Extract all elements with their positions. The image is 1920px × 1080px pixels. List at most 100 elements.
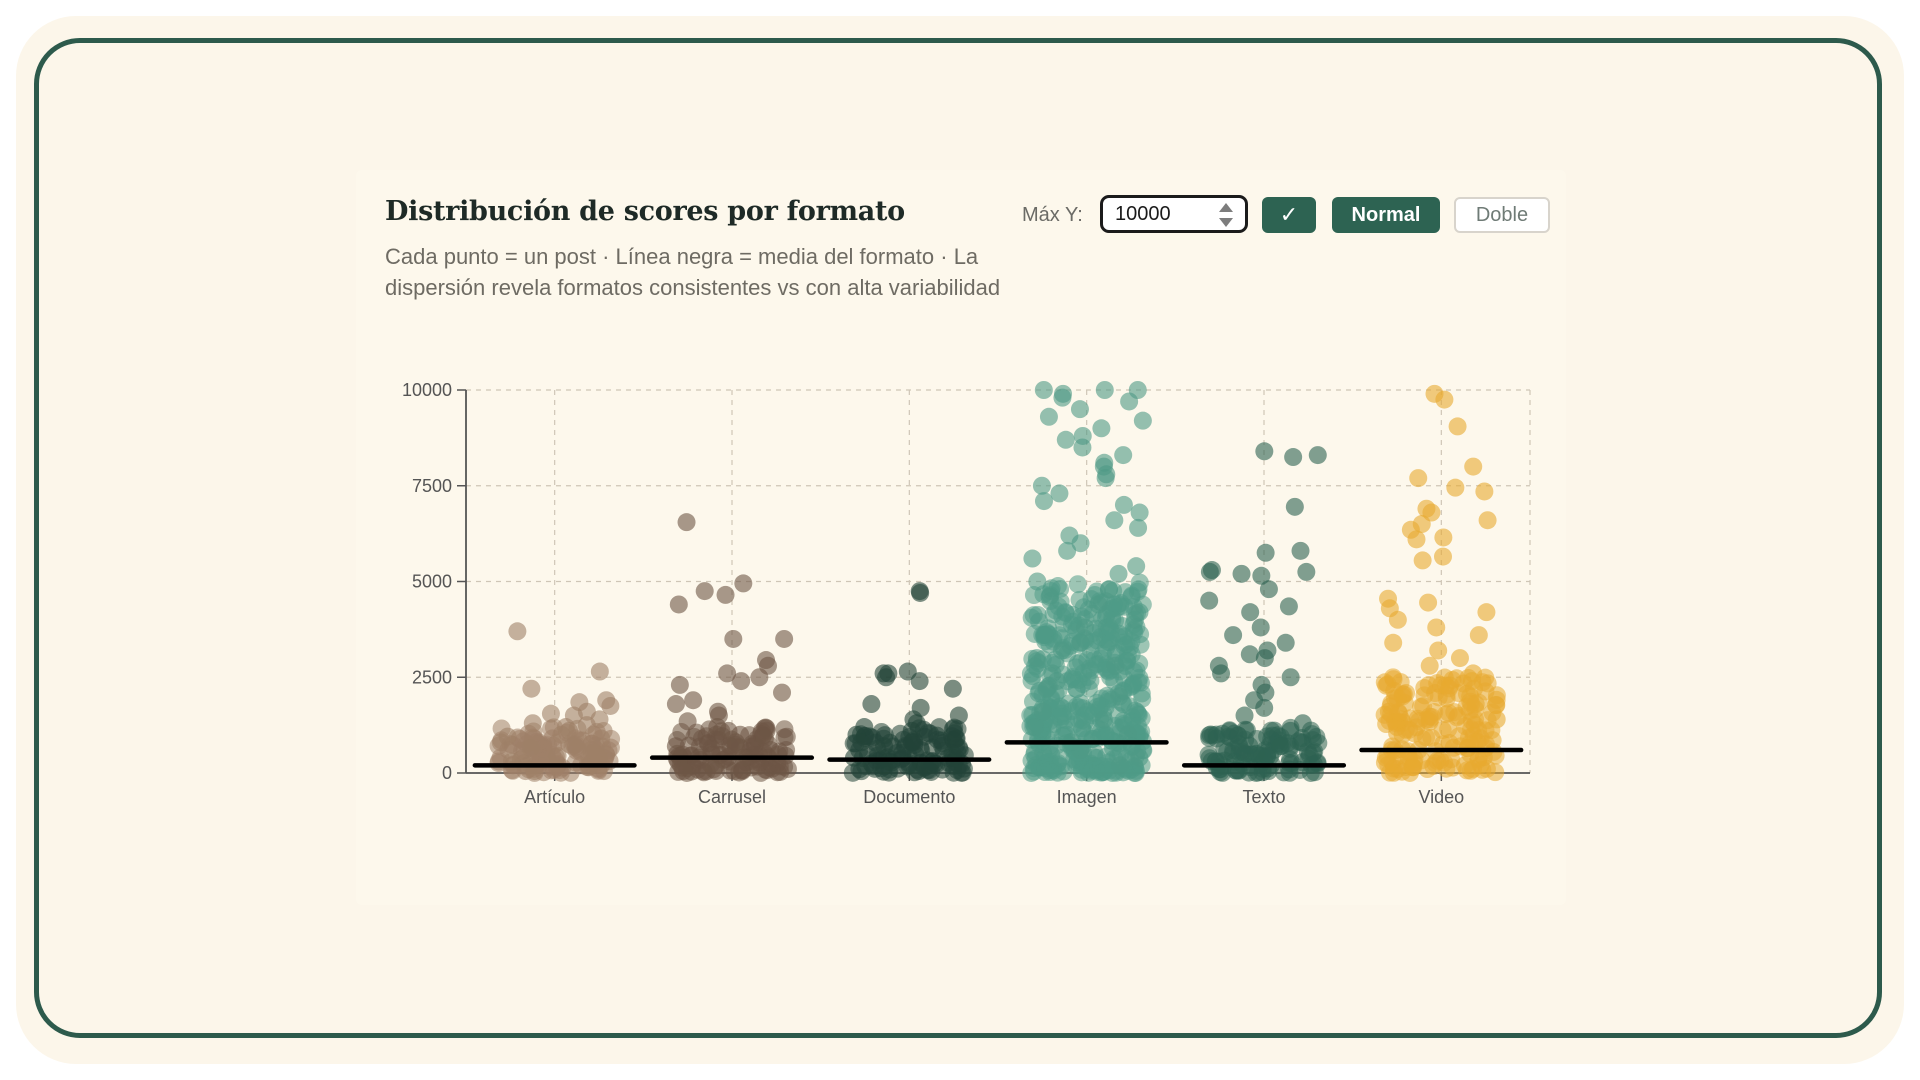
data-point <box>1409 469 1428 488</box>
data-point <box>911 583 930 602</box>
data-point <box>1039 407 1058 426</box>
data-point <box>548 746 567 765</box>
data-point <box>1127 557 1146 576</box>
data-point <box>1281 721 1300 740</box>
data-point <box>1052 641 1071 660</box>
data-point <box>1478 511 1497 530</box>
data-point <box>1212 664 1231 683</box>
apply-button[interactable]: ✓ <box>1262 197 1316 233</box>
data-point <box>1259 580 1278 599</box>
doble-scale-button[interactable]: Doble <box>1454 197 1550 233</box>
grid-lines <box>466 389 1531 774</box>
data-point <box>1475 482 1494 501</box>
data-point <box>1391 673 1410 692</box>
data-point <box>875 737 894 756</box>
data-point <box>1271 737 1290 756</box>
data-point <box>1285 497 1304 516</box>
data-point <box>1070 400 1089 419</box>
data-point <box>684 691 703 710</box>
data-point <box>1035 626 1054 645</box>
data-point <box>1075 618 1094 637</box>
data-point <box>1279 597 1298 616</box>
data-point <box>1308 446 1327 465</box>
data-point <box>1276 633 1295 652</box>
data-point <box>877 668 896 687</box>
data-point <box>1118 725 1137 744</box>
data-point <box>1040 761 1059 780</box>
data-point <box>1487 710 1506 729</box>
data-point <box>1200 591 1219 610</box>
data-point <box>1240 645 1259 664</box>
data-point <box>726 733 745 752</box>
data-point <box>670 675 689 694</box>
max-y-label: Máx Y: <box>1022 204 1083 226</box>
max-y-input[interactable]: 10000 <box>1100 195 1248 233</box>
data-point <box>1130 503 1149 522</box>
data-point <box>1068 575 1087 594</box>
data-point <box>1106 656 1125 675</box>
data-point <box>716 585 735 604</box>
data-point <box>508 622 527 641</box>
y-tick-label: 10000 <box>402 380 452 400</box>
data-point <box>1241 603 1260 622</box>
data-point <box>1434 528 1453 547</box>
data-point <box>1255 698 1274 717</box>
normal-scale-button[interactable]: Normal <box>1332 197 1440 233</box>
data-point <box>1114 495 1133 514</box>
x-tick-label: Carrusel <box>698 787 766 807</box>
data-point <box>1207 729 1226 748</box>
data-point <box>1225 752 1244 771</box>
data-point <box>1026 718 1045 737</box>
data-point <box>953 763 972 782</box>
chart-title: Distribución de scores por formato <box>385 196 905 227</box>
data-point <box>1376 748 1395 767</box>
x-tick-label: Documento <box>863 787 955 807</box>
data-point <box>1393 725 1412 744</box>
data-point <box>1255 442 1274 461</box>
data-point <box>1235 706 1254 725</box>
data-point <box>1071 633 1090 652</box>
data-point <box>1130 573 1149 592</box>
chart-card <box>356 170 1566 905</box>
y-tick-label: 2500 <box>412 667 452 687</box>
data-point <box>1096 469 1115 488</box>
data-point <box>850 760 869 779</box>
x-tick-label: Imagen <box>1057 787 1117 807</box>
data-point <box>704 760 723 779</box>
data-point <box>1256 543 1275 562</box>
data-point <box>1123 708 1142 727</box>
data-point <box>1130 748 1149 767</box>
data-point <box>1056 430 1075 449</box>
data-point <box>1023 549 1042 568</box>
data-point <box>552 725 571 744</box>
data-point <box>732 672 751 691</box>
data-point <box>1105 511 1124 530</box>
data-point <box>1089 595 1108 614</box>
data-point <box>1433 721 1452 740</box>
spinner-up-icon[interactable] <box>1219 203 1233 212</box>
data-point <box>1465 733 1484 752</box>
data-point <box>1284 448 1303 467</box>
data-point <box>1477 603 1496 622</box>
data-point <box>1033 702 1052 721</box>
data-point <box>1446 478 1465 497</box>
data-point <box>775 629 794 648</box>
data-point <box>750 668 769 687</box>
spinner-down-icon[interactable] <box>1219 218 1233 227</box>
data-point <box>1388 610 1407 629</box>
data-point <box>1122 632 1141 651</box>
data-point <box>1052 749 1071 768</box>
data-point <box>1247 744 1266 763</box>
data-point <box>1040 587 1059 606</box>
data-point <box>1384 633 1403 652</box>
spinner-icon[interactable] <box>1217 203 1235 227</box>
data-point <box>1125 610 1144 629</box>
data-point <box>1464 457 1483 476</box>
data-point <box>909 762 928 781</box>
data-point <box>1297 562 1316 581</box>
data-point <box>1105 672 1124 691</box>
x-tick-label: Video <box>1418 787 1464 807</box>
data-point <box>1071 534 1090 553</box>
data-point <box>1236 730 1255 749</box>
data-point <box>522 679 541 698</box>
